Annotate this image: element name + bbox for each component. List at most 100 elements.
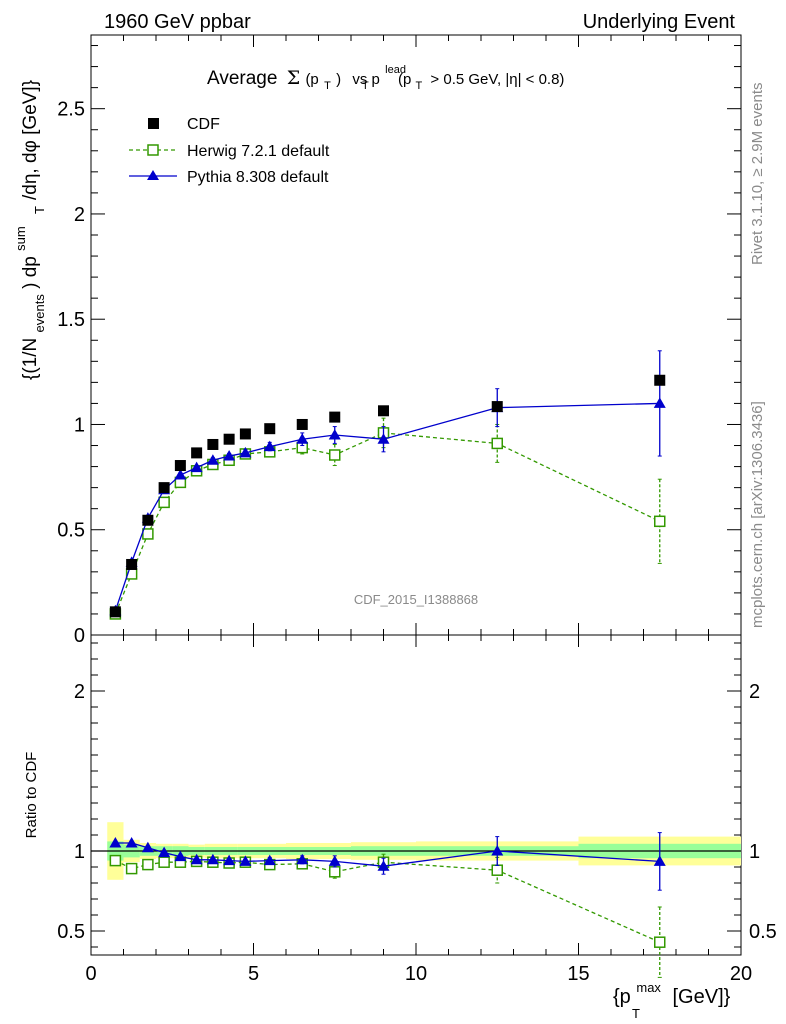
ylabel-sum-sup: sum [13, 226, 28, 251]
ylabel-part1: {(1/N [20, 338, 41, 380]
main-cdf-point [239, 428, 251, 440]
title-cut: (p T > 0.5 GeV, |η| < 0.8) [398, 71, 564, 93]
x-tick-label: 5 [248, 963, 259, 985]
ratio-pythia-point [206, 853, 219, 865]
main-pythia-point [328, 429, 341, 440]
ratio-y-tick-label: 1 [74, 841, 85, 863]
mcplots-label: mcplots.cern.ch [arXiv:1306.3436] [749, 401, 766, 628]
ratio-herwig-point [109, 854, 122, 867]
title-cut-sub: T [416, 80, 423, 92]
main-y-tick-label: 2 [74, 204, 85, 226]
main-pythia-point [174, 469, 187, 480]
main-cdf-point [191, 447, 203, 459]
ratio-y-tick-label: 0.5 [57, 921, 85, 943]
ratio-pythia-point [141, 841, 154, 853]
main-cdf-point [207, 438, 219, 450]
main-cdf-point [654, 374, 666, 386]
title-sigma: Σ [287, 67, 300, 89]
main-cdf-point [329, 411, 341, 423]
main-herwig-line [114, 432, 661, 615]
main-y-label: {(1/N events ) dp sum [13, 226, 49, 380]
title-pt-open: (p [305, 71, 318, 88]
main-herwig-point [491, 437, 503, 450]
header-left: 1960 GeV ppbar [104, 11, 251, 33]
main-y-tick-label: 0.5 [57, 520, 85, 542]
title-vs: vs p [352, 71, 380, 88]
ratio-pythia-point [328, 855, 341, 866]
ratio-pythia-point [190, 853, 203, 865]
main-herwig-point [158, 496, 170, 509]
ylabel-part3: /dη, dφ [GeV]} [20, 80, 41, 200]
header-right: Underlying Event [583, 11, 736, 33]
main-y-tick-label: 2.5 [57, 99, 85, 121]
title-cut-rest: > 0.5 GeV, |η| < 0.8) [430, 71, 564, 88]
xlabel-part1: {p [613, 986, 631, 1008]
main-cdf-point [491, 401, 503, 413]
ratio-y-tick-label-right: 2 [749, 681, 760, 703]
main-pythia-point [263, 440, 276, 452]
title-cut-open: (p [398, 71, 411, 88]
main-herwig-point [142, 528, 154, 540]
x-tick-label: 15 [567, 963, 589, 985]
main-y-tick-label: 1.5 [57, 309, 85, 331]
legend: CDF Herwig 7.2.1 default Pythia 8.308 de… [129, 116, 330, 186]
main-series [109, 350, 666, 620]
ratio-pythia-point [158, 846, 171, 858]
main-pythia-point [239, 446, 252, 458]
main-cdf-point [109, 606, 121, 618]
ratio-herwig-point [654, 936, 666, 948]
legend-pythia-marker [147, 170, 159, 180]
main-pythia-point [377, 433, 390, 444]
x-tick-label: 0 [85, 963, 96, 985]
ratio-herwig-point [329, 866, 341, 878]
main-y-tick-label: 0 [74, 625, 85, 647]
analysis-watermark: CDF_2015_I1388868 [354, 592, 478, 607]
title-average: Average [207, 68, 277, 89]
x-label: {p max [GeV]} [613, 975, 731, 1008]
legend-herwig-marker [147, 144, 159, 156]
title-lead-sup: lead [385, 64, 406, 76]
ratio-herwig-point [158, 856, 170, 868]
ratio-series [109, 832, 666, 978]
ratio-pythia-point [223, 854, 236, 866]
main-cdf-point [126, 558, 138, 570]
ratio-pythia-point [239, 855, 252, 866]
title-close: ) [336, 71, 341, 88]
legend-cdf-label: CDF [187, 116, 220, 133]
ratio-pythia-point [109, 837, 122, 848]
xlabel-part2: [GeV]} [673, 986, 731, 1008]
title-lead-sub: T [362, 80, 369, 92]
rivet-label: Rivet 3.1.10, ≥ 2.9M events [749, 83, 766, 266]
main-cdf-point [142, 514, 154, 526]
main-herwig-point [329, 449, 341, 461]
legend-pythia-label: Pythia 8.308 default [187, 169, 329, 186]
main-cdf-point [264, 423, 276, 435]
main-cdf-point [223, 433, 235, 445]
ylabel-T-sub: T [32, 206, 47, 214]
main-cdf-point [158, 482, 170, 494]
main-cdf-point [296, 418, 308, 430]
xlabel-max-sup: max [636, 980, 661, 995]
ratio-y-tick-label-right: 1 [749, 841, 760, 863]
main-pythia-point [206, 454, 219, 465]
x-tick-label: 20 [730, 963, 752, 985]
legend-herwig-label: Herwig 7.2.1 default [187, 143, 330, 160]
ratio-y-tick-label-right: 0.5 [749, 921, 777, 943]
ratio-y-tick-label: 2 [74, 681, 85, 703]
main-pythia-point [190, 461, 203, 473]
plot-title: Average Σ (p T ) vs p lead [207, 64, 406, 94]
main-cdf-point [174, 460, 186, 472]
ratio-herwig-line [115, 860, 661, 943]
main-cdf-point [378, 405, 389, 417]
xlabel-T-sub: T [632, 1006, 640, 1021]
ratio-pythia-point [263, 854, 276, 866]
ratio-pythia-point [377, 860, 390, 871]
ratio-uncertainty-bands [91, 822, 741, 880]
legend-cdf-marker [148, 118, 159, 129]
ratio-plot-frame [90, 634, 742, 956]
ylabel-events-sub: events [32, 294, 47, 333]
ratio-herwig-point [491, 864, 503, 876]
title-pt-sub: T [324, 80, 331, 92]
